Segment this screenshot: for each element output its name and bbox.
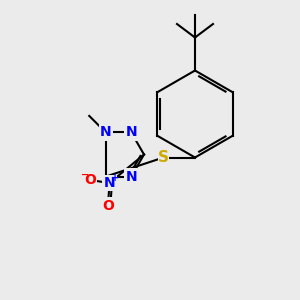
Text: S: S — [158, 150, 169, 165]
Text: +: + — [111, 172, 119, 183]
Text: O: O — [102, 199, 114, 212]
Text: N: N — [100, 125, 112, 140]
Text: −: − — [80, 169, 89, 180]
Text: N: N — [125, 125, 137, 140]
Text: N: N — [125, 169, 137, 184]
Text: N: N — [104, 176, 115, 190]
Text: O: O — [84, 173, 96, 187]
